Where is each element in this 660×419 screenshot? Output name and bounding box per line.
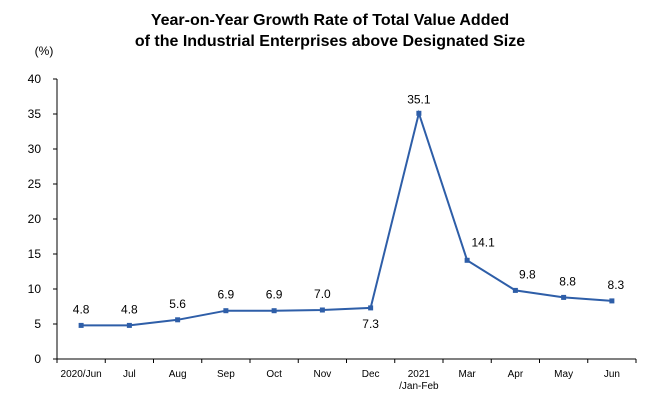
- y-tick-label: 5: [34, 317, 41, 331]
- data-label: 9.8: [519, 267, 536, 281]
- chart-title-line-2: of the Industrial Enterprises above Desi…: [134, 33, 526, 50]
- chart-title-line-1: Year-on-Year Growth Rate of Total Value …: [150, 12, 510, 29]
- data-point-marker: [126, 322, 132, 328]
- y-tick-label: 10: [28, 282, 42, 296]
- x-tick-label: Aug: [169, 369, 187, 380]
- y-tick-label: 30: [28, 142, 42, 156]
- data-label: 6.9: [266, 288, 283, 302]
- x-tick-label: Oct: [266, 369, 282, 380]
- data-label: 4.8: [73, 302, 90, 316]
- x-tick-label: May: [554, 369, 573, 380]
- x-tick-label: Jul: [123, 369, 136, 380]
- x-tick-label: 2021: [408, 369, 431, 380]
- y-tick-label: 25: [28, 177, 42, 191]
- y-tick-label: 0: [34, 352, 41, 366]
- data-point-marker: [271, 308, 277, 314]
- data-label: 4.8: [121, 302, 138, 316]
- data-point-marker: [319, 307, 325, 313]
- data-labels: 4.8 4.8 5.6 6.9 6.9 7.0 7.3 35.1 14.1 9.8 8.8 8.3: [73, 92, 625, 331]
- x-axis-ticks: 2020/Jun Jul Aug Sep Oct Nov Dec 2021/Jan-Feb Ma…: [56, 359, 637, 392]
- x-tick-label: Sep: [217, 369, 235, 380]
- data-point-marker: [78, 322, 84, 328]
- data-label: 35.1: [407, 92, 431, 106]
- x-tick-label: Dec: [362, 369, 380, 380]
- data-point-marker: [464, 257, 470, 263]
- x-tick-label: Apr: [508, 369, 524, 380]
- axes: [56, 79, 636, 360]
- y-axis-ticks: 0 5 10 15 20 25 30 35 40: [28, 72, 57, 366]
- x-tick-label: Nov: [313, 369, 331, 380]
- y-tick-label: 15: [28, 247, 42, 261]
- data-label: 5.6: [169, 297, 186, 311]
- data-point-marker: [609, 298, 615, 304]
- y-axis-unit-label: (%): [35, 44, 54, 58]
- data-point-marker: [416, 110, 422, 116]
- x-tick-label: Mar: [459, 369, 477, 380]
- data-label: 7.3: [362, 317, 379, 331]
- data-label: 14.1: [471, 235, 495, 249]
- x-tick-label: /Jan-Feb: [399, 381, 439, 392]
- series-line: [78, 109, 615, 328]
- y-tick-label: 20: [28, 212, 42, 226]
- y-tick-label: 40: [28, 72, 42, 86]
- data-point-marker: [512, 287, 518, 293]
- x-tick-label: 2020/Jun: [61, 369, 102, 380]
- data-label: 7.0: [314, 287, 331, 301]
- series-polyline: [81, 109, 612, 327]
- chart-title: Year-on-Year Growth Rate of Total Value …: [0, 10, 660, 52]
- data-label: 8.3: [608, 278, 625, 292]
- data-label: 8.8: [559, 274, 576, 288]
- data-point-marker: [561, 294, 567, 300]
- data-point-marker: [223, 308, 229, 314]
- data-point-marker: [175, 317, 181, 323]
- y-tick-label: 35: [28, 107, 42, 121]
- data-label: 6.9: [218, 288, 235, 302]
- data-point-marker: [368, 305, 374, 311]
- x-tick-label: Jun: [604, 369, 620, 380]
